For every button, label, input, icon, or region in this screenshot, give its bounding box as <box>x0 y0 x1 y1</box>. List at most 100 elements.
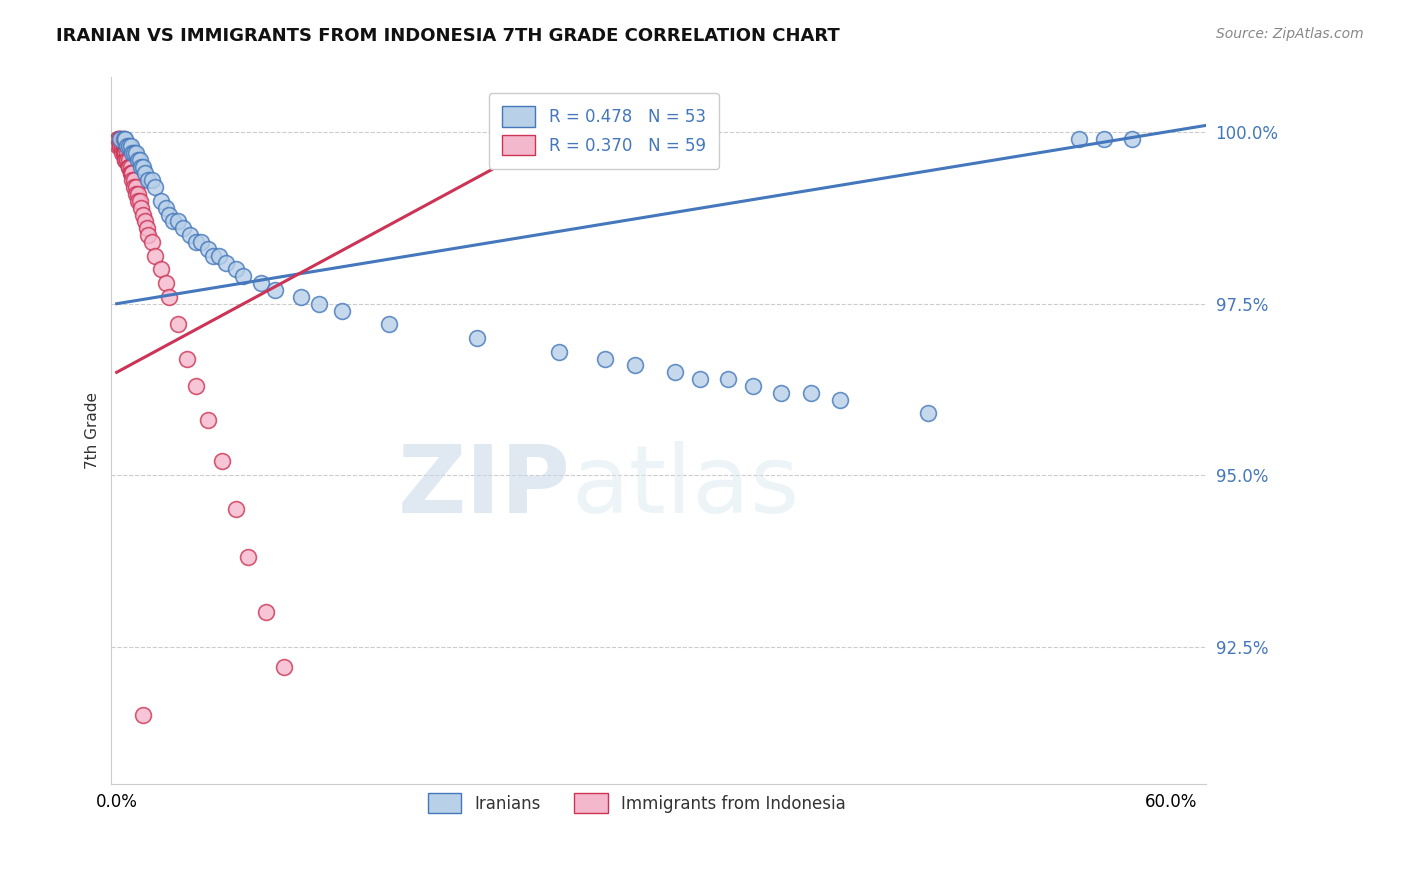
Point <box>111 145 134 160</box>
Point <box>263 283 285 297</box>
Text: Source: ZipAtlas.com: Source: ZipAtlas.com <box>1216 27 1364 41</box>
Point <box>112 132 135 146</box>
Point <box>111 139 134 153</box>
Point <box>664 365 686 379</box>
Point <box>238 550 260 565</box>
Point <box>114 139 136 153</box>
Point <box>1121 132 1143 146</box>
Point <box>127 194 149 208</box>
Point <box>308 297 330 311</box>
Point <box>179 228 201 243</box>
Point <box>120 166 142 180</box>
Point <box>111 139 134 153</box>
Point <box>254 605 277 619</box>
Point <box>114 145 136 160</box>
Point <box>214 255 236 269</box>
Point <box>125 180 148 194</box>
Point <box>118 160 141 174</box>
Point <box>120 139 142 153</box>
Point <box>225 262 247 277</box>
Point <box>149 194 172 208</box>
Point <box>107 139 129 153</box>
Point <box>108 139 131 153</box>
Point <box>136 228 159 243</box>
Point <box>115 153 138 167</box>
Point <box>202 249 225 263</box>
Point <box>118 160 141 174</box>
Point <box>118 139 141 153</box>
Point <box>176 351 198 366</box>
Point <box>121 173 143 187</box>
Point <box>122 180 145 194</box>
Point <box>624 359 647 373</box>
Point <box>717 372 740 386</box>
Point <box>769 385 792 400</box>
Point <box>141 173 163 187</box>
Point <box>143 249 166 263</box>
Point <box>128 194 150 208</box>
Point <box>132 708 155 723</box>
Point <box>108 139 131 153</box>
Point <box>184 235 207 249</box>
Point <box>129 201 152 215</box>
Point <box>149 262 172 277</box>
Point <box>232 269 254 284</box>
Point <box>114 153 136 167</box>
Point <box>112 145 135 160</box>
Point <box>155 276 177 290</box>
Point <box>830 392 852 407</box>
Point <box>118 153 141 167</box>
Point <box>132 160 155 174</box>
Point <box>135 221 157 235</box>
Point <box>115 145 138 160</box>
Point <box>378 318 401 332</box>
Point <box>111 132 134 146</box>
Point <box>917 407 939 421</box>
Point <box>184 379 207 393</box>
Point <box>207 249 229 263</box>
Point <box>107 132 129 146</box>
Point <box>120 166 142 180</box>
Point <box>141 235 163 249</box>
Point <box>157 290 180 304</box>
Point <box>127 187 149 202</box>
Point <box>122 145 145 160</box>
Point <box>121 166 143 180</box>
Point <box>125 145 148 160</box>
Point <box>112 139 135 153</box>
Point <box>167 318 190 332</box>
Point <box>132 208 155 222</box>
Point <box>249 276 271 290</box>
Text: ZIP: ZIP <box>398 441 571 533</box>
Point <box>122 173 145 187</box>
Point <box>108 132 131 146</box>
Point <box>172 221 194 235</box>
Text: IRANIAN VS IMMIGRANTS FROM INDONESIA 7TH GRADE CORRELATION CHART: IRANIAN VS IMMIGRANTS FROM INDONESIA 7TH… <box>56 27 839 45</box>
Point <box>211 454 233 468</box>
Point <box>162 214 184 228</box>
Point <box>108 132 131 146</box>
Point <box>799 385 821 400</box>
Y-axis label: 7th Grade: 7th Grade <box>86 392 100 469</box>
Point <box>134 166 156 180</box>
Point <box>112 145 135 160</box>
Point <box>120 160 142 174</box>
Point <box>273 660 295 674</box>
Point <box>114 132 136 146</box>
Point <box>197 413 219 427</box>
Point <box>118 160 141 174</box>
Point <box>197 242 219 256</box>
Point <box>115 153 138 167</box>
Point <box>593 351 616 366</box>
Point <box>134 214 156 228</box>
Point <box>107 132 129 146</box>
Point <box>1069 132 1091 146</box>
Point <box>157 208 180 222</box>
Point <box>143 180 166 194</box>
Point <box>689 372 711 386</box>
Point <box>290 290 312 304</box>
Point <box>112 132 135 146</box>
Point <box>127 153 149 167</box>
Point <box>1092 132 1115 146</box>
Point <box>465 331 488 345</box>
